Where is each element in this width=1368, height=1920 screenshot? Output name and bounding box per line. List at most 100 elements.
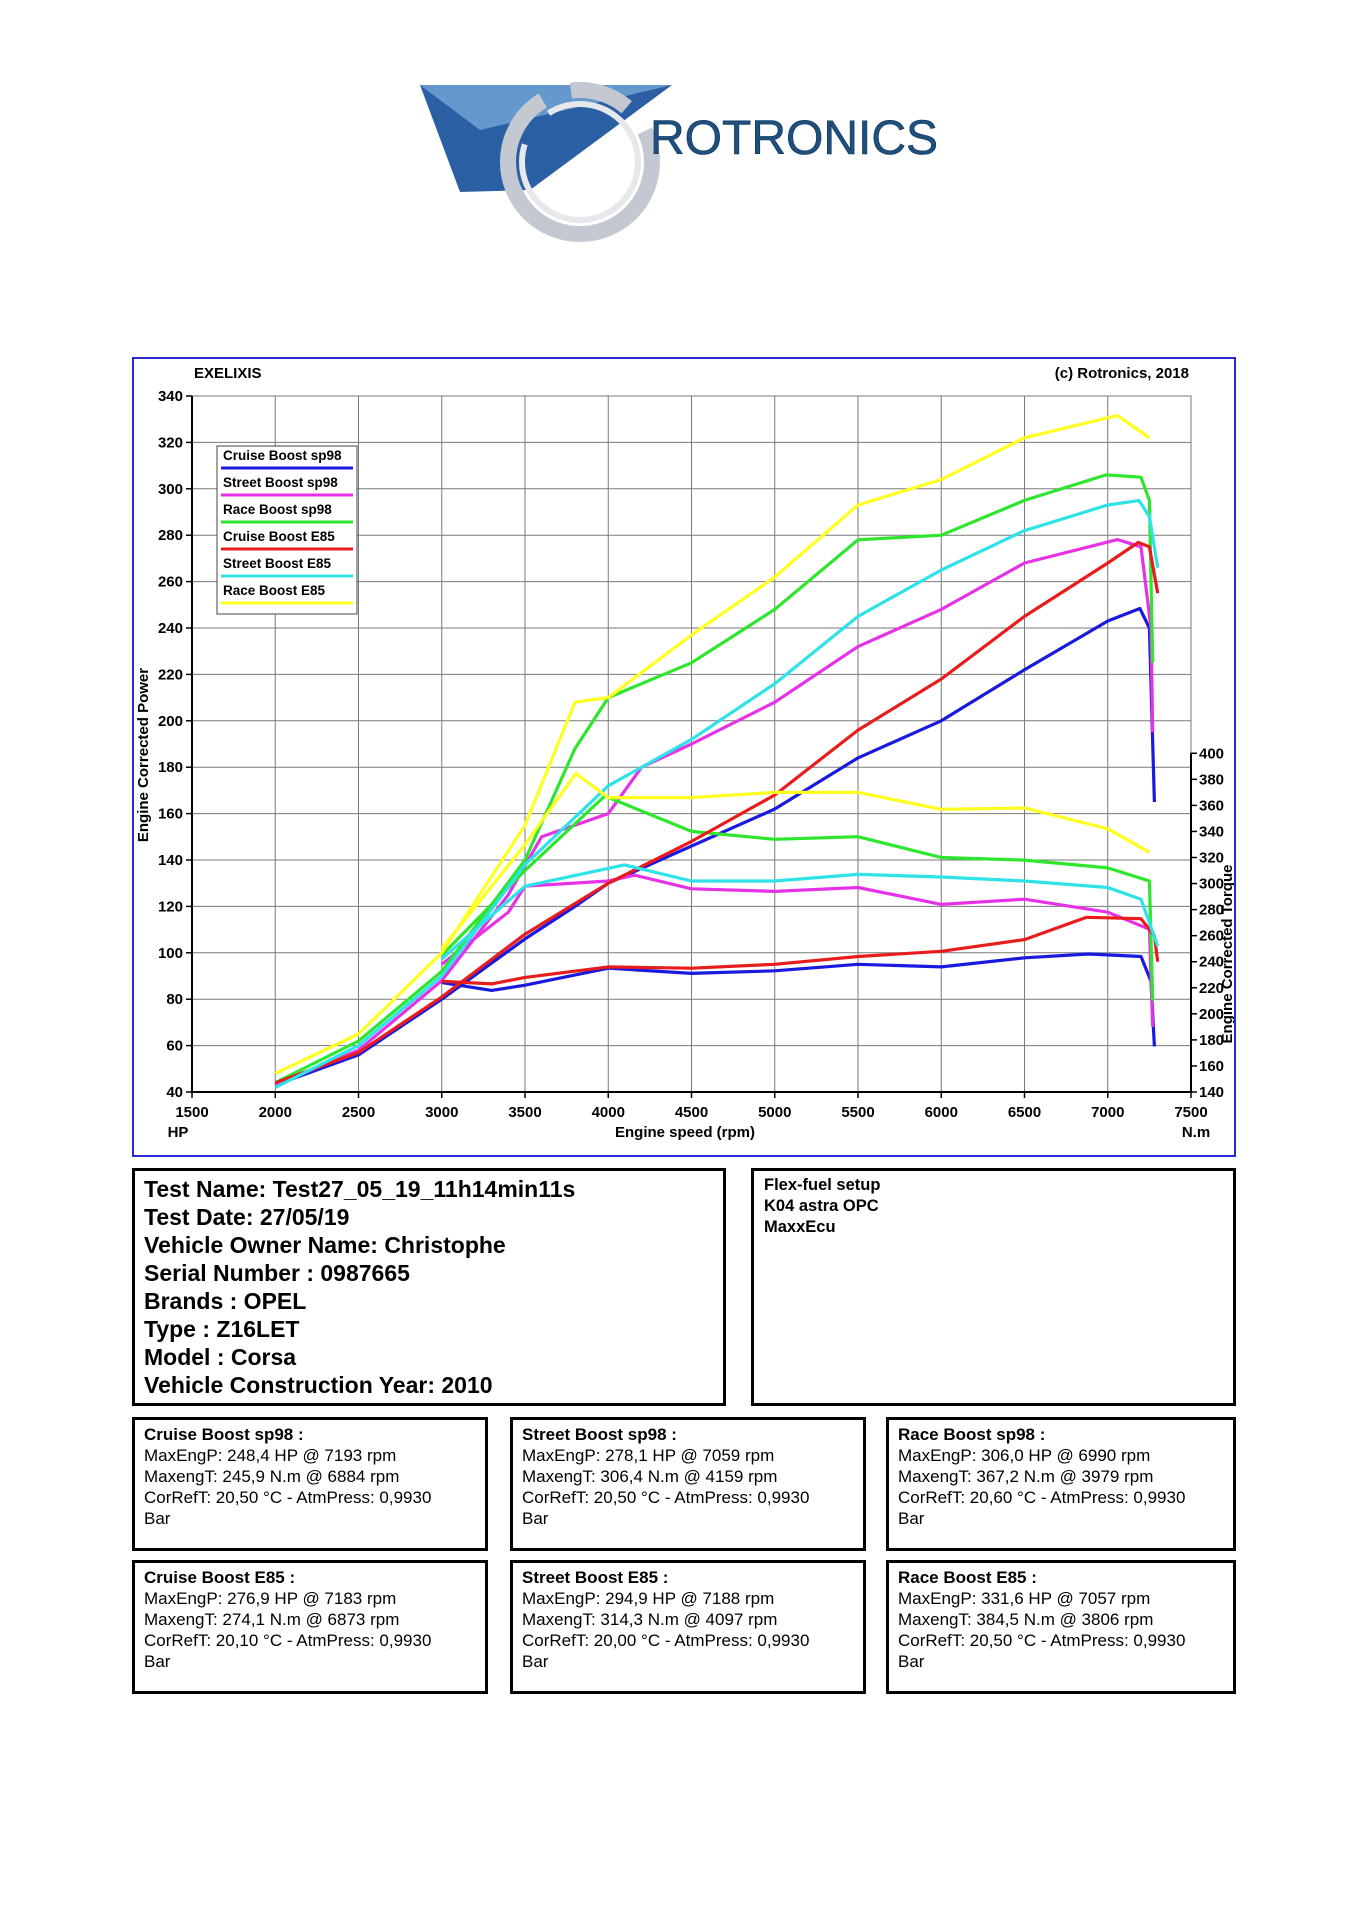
y2-tick-label: 320 (1199, 850, 1224, 867)
y2-tick-label: 380 (1199, 771, 1224, 788)
y2-tick-label: 400 (1199, 745, 1224, 762)
x-tick-label: 6000 (925, 1104, 958, 1121)
chart-svg: 1500 2000 2500 3000 3500 4000 4500 5000 5500 6000… (135, 365, 1234, 1141)
legend-label: Street Boost sp98 (223, 475, 338, 490)
vehicle-model: Model : Corsa (144, 1344, 297, 1370)
y-tick-label: 40 (166, 1084, 183, 1101)
y-tick-label: 300 (158, 481, 183, 498)
result-max-power: MaxEngP: 294,9 HP @ 7188 rpm (522, 1589, 775, 1608)
result-pressure-unit: Bar (144, 1652, 171, 1671)
result-title: Cruise Boost sp98 : (144, 1425, 304, 1444)
result-max-power: MaxEngP: 306,0 HP @ 6990 rpm (898, 1446, 1151, 1465)
chart-legend: Cruise Boost sp98 Street Boost sp98 Race B… (216, 445, 358, 615)
result-box-race-sp98: Race Boost sp98 : MaxEngP: 306,0 HP @ 69… (886, 1417, 1236, 1551)
torque-line (440, 794, 1155, 1001)
result-box-street-sp98: Street Boost sp98 : MaxEngP: 278,1 HP @ … (510, 1417, 866, 1551)
y-tick-label: 120 (158, 898, 183, 915)
result-title: Street Boost sp98 : (522, 1425, 677, 1444)
x-unit-label: HP (168, 1124, 189, 1141)
power-line (274, 413, 1151, 1075)
result-pressure-unit: Bar (522, 1509, 549, 1528)
y-axis-label: Engine Corrected Power (135, 668, 152, 842)
chart-axes: 1500 2000 2500 3000 3500 4000 4500 5000 5500 6000… (158, 388, 1224, 1121)
result-max-power: MaxEngP: 278,1 HP @ 7059 rpm (522, 1446, 775, 1465)
result-conditions: CorRefT: 20,00 °C - AtmPress: 0,9930 (522, 1631, 810, 1650)
y-tick-label: 160 (158, 806, 183, 823)
y2-tick-label: 340 (1199, 823, 1224, 840)
result-title: Street Boost E85 : (522, 1568, 669, 1587)
y-tick-label: 60 (166, 1038, 183, 1055)
series-layer (274, 413, 1160, 1089)
x-tick-label: 3000 (425, 1104, 458, 1121)
x-tick-label: 1500 (175, 1104, 208, 1121)
y-tick-label: 220 (158, 666, 183, 683)
legend-label: Cruise Boost sp98 (223, 448, 342, 463)
x-tick-label: 5500 (841, 1104, 874, 1121)
result-max-torque: MaxengT: 314,3 N.m @ 4097 rpm (522, 1610, 778, 1629)
setup-note: K04 astra OPC (764, 1197, 879, 1215)
setup-note: MaxxEcu (764, 1218, 836, 1236)
result-box-cruise-sp98: Cruise Boost sp98 : MaxEngP: 248,4 HP @ … (132, 1417, 488, 1551)
power-line (274, 499, 1160, 1089)
vehicle-owner: Vehicle Owner Name: Christophe (144, 1232, 506, 1258)
x-tick-label: 2500 (342, 1104, 375, 1121)
result-pressure-unit: Bar (144, 1509, 171, 1528)
y2-unit-label: N.m (1182, 1124, 1210, 1141)
result-conditions: CorRefT: 20,50 °C - AtmPress: 0,9930 (522, 1488, 810, 1507)
setup-notes-box: Flex-fuel setup K04 astra OPC MaxxEcu (751, 1168, 1236, 1406)
y2-tick-label: 240 (1199, 954, 1224, 971)
y2-tick-label: 260 (1199, 928, 1224, 945)
result-title: Cruise Boost E85 : (144, 1568, 296, 1587)
y-tick-label: 320 (158, 434, 183, 451)
y2-tick-label: 280 (1199, 902, 1224, 919)
y-tick-label: 100 (158, 945, 183, 962)
y-tick-label: 80 (166, 991, 183, 1008)
setup-note: Flex-fuel setup (764, 1176, 881, 1194)
result-max-torque: MaxengT: 245,9 N.m @ 6884 rpm (144, 1467, 400, 1486)
result-conditions: CorRefT: 20,50 °C - AtmPress: 0,9930 (898, 1631, 1186, 1650)
rotronics-logo: ROTRONICS (420, 80, 1000, 250)
result-box-cruise-e85: Cruise Boost E85 : MaxEngP: 276,9 HP @ 7… (132, 1560, 488, 1694)
result-max-power: MaxEngP: 276,9 HP @ 7183 rpm (144, 1589, 397, 1608)
result-max-torque: MaxengT: 274,1 N.m @ 6873 rpm (144, 1610, 400, 1629)
chart-header-right: (c) Rotronics, 2018 (1055, 365, 1189, 382)
legend-label: Race Boost E85 (223, 583, 326, 598)
y-tick-label: 240 (158, 620, 183, 637)
legend-label: Race Boost sp98 (223, 502, 332, 517)
x-tick-label: 6500 (1008, 1104, 1041, 1121)
serial-number: Serial Number : 0987665 (144, 1260, 410, 1286)
result-box-race-e85: Race Boost E85 : MaxEngP: 331,6 HP @ 705… (886, 1560, 1236, 1694)
y-tick-label: 180 (158, 759, 183, 776)
result-max-torque: MaxengT: 367,2 N.m @ 3979 rpm (898, 1467, 1154, 1486)
y-tick-label: 200 (158, 713, 183, 730)
logo-ring-inner (519, 101, 641, 223)
result-pressure-unit: Bar (898, 1509, 925, 1528)
x-tick-label: 7500 (1174, 1104, 1207, 1121)
result-max-power: MaxEngP: 331,6 HP @ 7057 rpm (898, 1589, 1151, 1608)
y2-tick-label: 360 (1199, 797, 1224, 814)
brand: Brands : OPEL (144, 1288, 307, 1314)
test-info-box: Test Name: Test27_05_19_11h14min11s Test… (132, 1168, 726, 1406)
y-tick-label: 340 (158, 388, 183, 405)
y-tick-label: 260 (158, 574, 183, 591)
legend-label: Cruise Boost E85 (223, 529, 335, 544)
result-pressure-unit: Bar (898, 1652, 925, 1671)
torque-line (441, 952, 1156, 1047)
x-axis-label: Engine speed (rpm) (615, 1124, 755, 1141)
y2-tick-label: 180 (1199, 1032, 1224, 1049)
y2-axis-label: Engine Corrected Torque (1219, 865, 1234, 1044)
result-max-torque: MaxengT: 306,4 N.m @ 4159 rpm (522, 1467, 778, 1486)
x-tick-label: 4000 (592, 1104, 625, 1121)
x-tick-label: 5000 (758, 1104, 791, 1121)
result-max-power: MaxEngP: 248,4 HP @ 7193 rpm (144, 1446, 397, 1465)
legend-box (216, 445, 358, 615)
power-line (274, 606, 1156, 1087)
y2-tick-label: 160 (1199, 1058, 1224, 1075)
test-name: Test Name: Test27_05_19_11h14min11s (144, 1176, 576, 1202)
x-tick-label: 7000 (1091, 1104, 1124, 1121)
torque-line (441, 915, 1160, 986)
result-pressure-unit: Bar (522, 1652, 549, 1671)
result-conditions: CorRefT: 20,10 °C - AtmPress: 0,9930 (144, 1631, 432, 1650)
chart-header-left: EXELIXIS (194, 365, 262, 382)
torque-line (440, 863, 1160, 961)
